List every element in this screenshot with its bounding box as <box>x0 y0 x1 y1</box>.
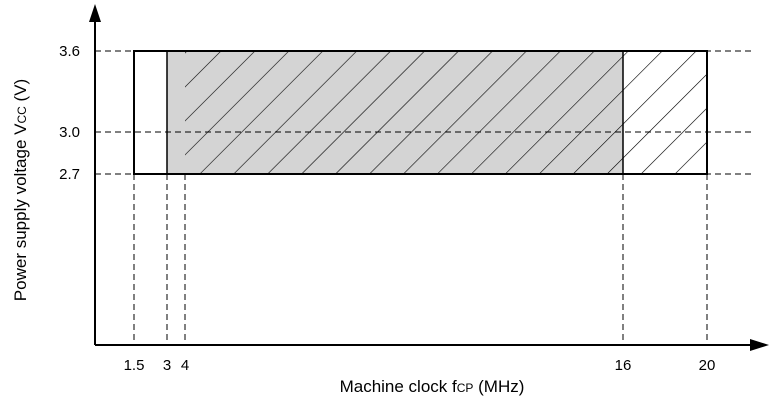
y-tick-label: 3.0 <box>59 124 80 141</box>
x-axis-arrow <box>750 339 769 351</box>
y-axis-arrow <box>89 4 101 22</box>
y-tick-label: 3.6 <box>59 43 80 60</box>
x-axis-label: Machine clock fCP (MHz) <box>340 377 525 396</box>
x-tick-label: 3 <box>163 357 171 374</box>
x-tick-label: 4 <box>181 357 189 374</box>
region-hatched <box>185 51 707 174</box>
x-tick-label: 1.5 <box>124 357 145 374</box>
regions <box>133 50 708 175</box>
reference-lines <box>95 50 752 345</box>
tick-labels: 1.5 3 4 16 20 3.6 3.0 2.7 <box>59 43 715 374</box>
y-tick-label: 2.7 <box>59 166 80 183</box>
y-axis-label: Power supply voltage VCC (V) <box>11 79 30 301</box>
x-tick-label: 20 <box>699 357 716 374</box>
x-tick-label: 16 <box>615 357 632 374</box>
